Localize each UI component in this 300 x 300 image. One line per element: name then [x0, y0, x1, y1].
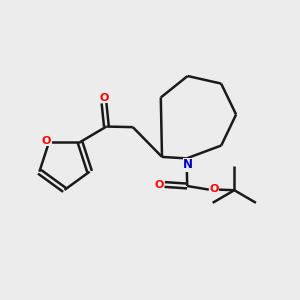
Text: O: O	[42, 136, 51, 146]
Text: O: O	[154, 179, 164, 190]
Text: N: N	[183, 158, 193, 172]
Text: O: O	[209, 184, 219, 194]
Text: O: O	[99, 93, 109, 103]
